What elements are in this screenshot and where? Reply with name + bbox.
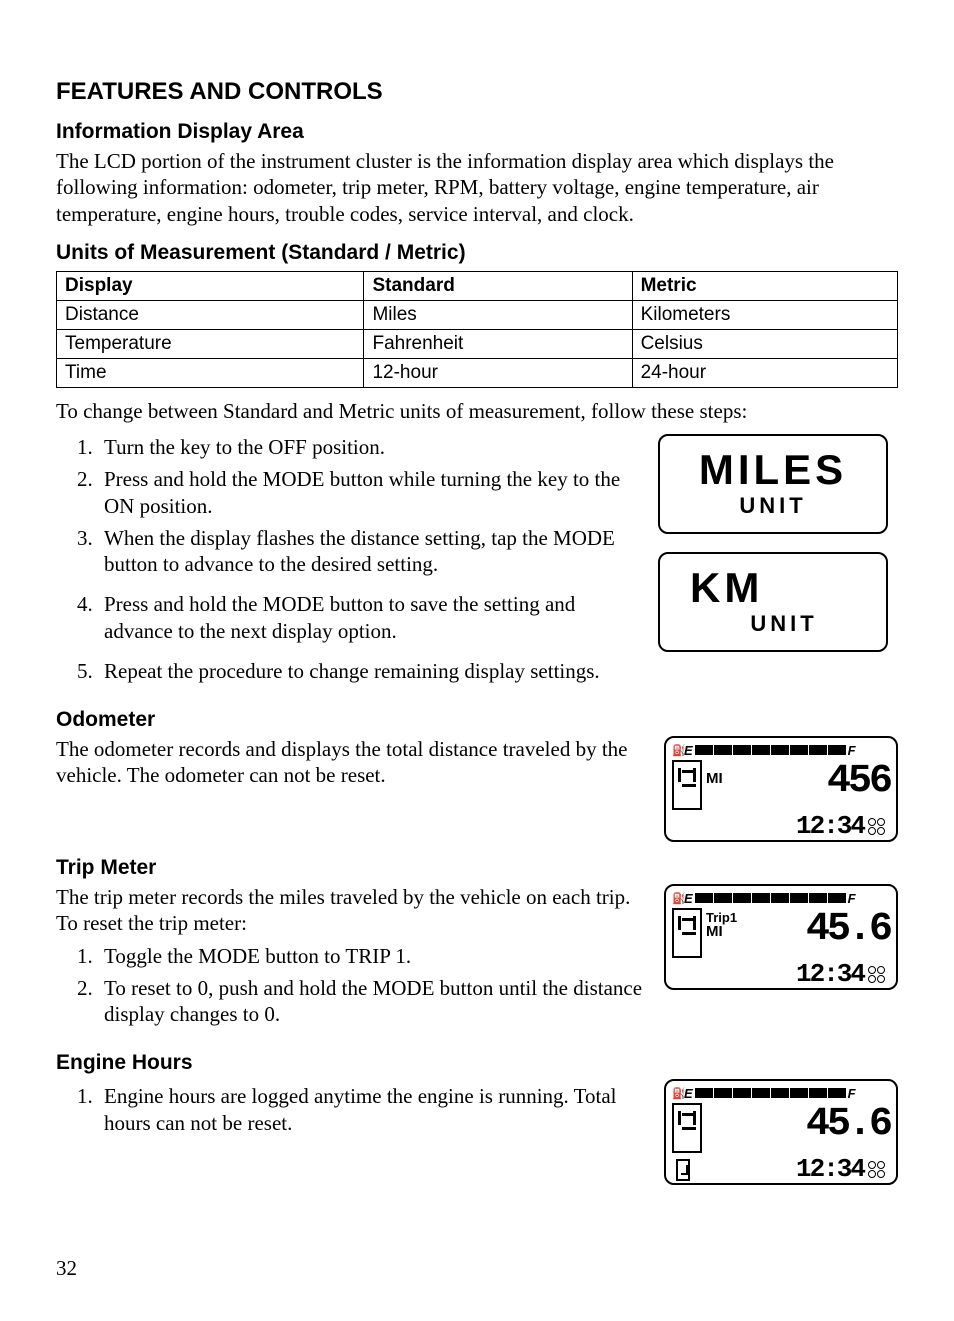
odo-mi-label: MI xyxy=(706,770,723,787)
units-td: 12-hour xyxy=(364,358,632,387)
awd-icon xyxy=(868,963,890,985)
page-number: 32 xyxy=(56,1256,77,1281)
fuel-full-label: F xyxy=(848,743,856,758)
info-display-title: Information Display Area xyxy=(56,120,898,144)
trip-step-2: To reset to 0, push and hold the MODE bu… xyxy=(98,975,644,1028)
trip-clock: 12:34 xyxy=(796,959,864,989)
units-th-2: Metric xyxy=(632,271,897,300)
units-td: Distance xyxy=(57,300,364,329)
trip-text: The trip meter records the miles travele… xyxy=(56,884,644,937)
hours-clock: 12:34 xyxy=(796,1154,864,1184)
odo-clock: 12:34 xyxy=(796,811,864,841)
units-th-0: Display xyxy=(57,271,364,300)
fuel-e: E xyxy=(684,1086,693,1101)
units-leadin: To change between Standard and Metric un… xyxy=(56,398,898,424)
units-step-5: Repeat the procedure to change remaining… xyxy=(98,658,638,684)
units-step-3: When the display flashes the distance se… xyxy=(98,525,638,578)
fuel-f: F xyxy=(848,891,856,906)
fuel-e: E xyxy=(684,891,693,906)
gear-indicator xyxy=(672,1103,702,1153)
lcd-km: KM UNIT xyxy=(658,552,888,652)
units-td: Time xyxy=(57,358,364,387)
units-td: Temperature xyxy=(57,329,364,358)
fuel-gauge-trip: ⛽ E F xyxy=(672,890,890,906)
fuel-gauge-hours: ⛽ E F xyxy=(672,1085,890,1101)
page-header: FEATURES AND CONTROLS xyxy=(56,78,898,106)
odometer-title: Odometer xyxy=(56,708,898,732)
hourglass-icon xyxy=(676,1159,690,1181)
units-step-4: Press and hold the MODE button to save t… xyxy=(98,591,638,644)
units-step-2: Press and hold the MODE button while tur… xyxy=(98,466,638,519)
fuel-pump-icon: ⛽ xyxy=(672,892,682,904)
units-title: Units of Measurement (Standard / Metric) xyxy=(56,241,898,265)
trip-steps: Toggle the MODE button to TRIP 1. To res… xyxy=(56,943,644,1028)
awd-icon xyxy=(868,1158,890,1180)
units-td: Miles xyxy=(364,300,632,329)
units-td: Kilometers xyxy=(632,300,897,329)
lcd-unit-label-2: UNIT xyxy=(750,611,817,637)
trip-step-1: Toggle the MODE button to TRIP 1. xyxy=(98,943,644,969)
lcd-unit-label-1: UNIT xyxy=(739,493,806,519)
odo-reading: 456 xyxy=(827,762,890,802)
odometer-text: The odometer records and displays the to… xyxy=(56,736,644,789)
units-td: Celsius xyxy=(632,329,897,358)
hours-reading: 45.6 xyxy=(806,1105,890,1145)
hours-title: Engine Hours xyxy=(56,1051,898,1075)
lcd-miles-text: MILES xyxy=(699,449,847,491)
gear-indicator xyxy=(672,760,702,810)
lcd-odometer: ⛽ E F MI 456 12:34 xyxy=(664,736,898,842)
lcd-km-text: KM xyxy=(690,567,763,609)
gear-indicator xyxy=(672,908,702,958)
hours-step-1: Engine hours are logged anytime the engi… xyxy=(98,1083,644,1136)
fuel-f: F xyxy=(848,1086,856,1101)
units-td: Fahrenheit xyxy=(364,329,632,358)
awd-icon xyxy=(868,815,890,837)
units-th-1: Standard xyxy=(364,271,632,300)
fuel-empty-label: E xyxy=(684,743,693,758)
units-step-1: Turn the key to the OFF position. xyxy=(98,434,638,460)
lcd-hours: ⛽ E F 45.6 12:34 xyxy=(664,1079,898,1185)
units-steps: Turn the key to the OFF position. Press … xyxy=(56,434,638,684)
lcd-trip: ⛽ E F Trip1 MI 45.6 12 xyxy=(664,884,898,990)
fuel-gauge: ⛽ E F xyxy=(672,742,890,758)
units-lcd-stack: MILES UNIT KM UNIT xyxy=(658,434,898,652)
trip-reading: 45.6 xyxy=(806,910,890,950)
hours-steps: Engine hours are logged anytime the engi… xyxy=(56,1083,644,1136)
units-table: Display Standard Metric Distance Miles K… xyxy=(56,271,898,388)
info-display-intro: The LCD portion of the instrument cluste… xyxy=(56,148,898,227)
fuel-pump-icon: ⛽ xyxy=(672,1087,682,1099)
lcd-miles: MILES UNIT xyxy=(658,434,888,534)
trip-title: Trip Meter xyxy=(56,856,898,880)
units-td: 24-hour xyxy=(632,358,897,387)
fuel-pump-icon: ⛽ xyxy=(672,744,682,756)
trip-mi-label: MI xyxy=(706,923,737,940)
